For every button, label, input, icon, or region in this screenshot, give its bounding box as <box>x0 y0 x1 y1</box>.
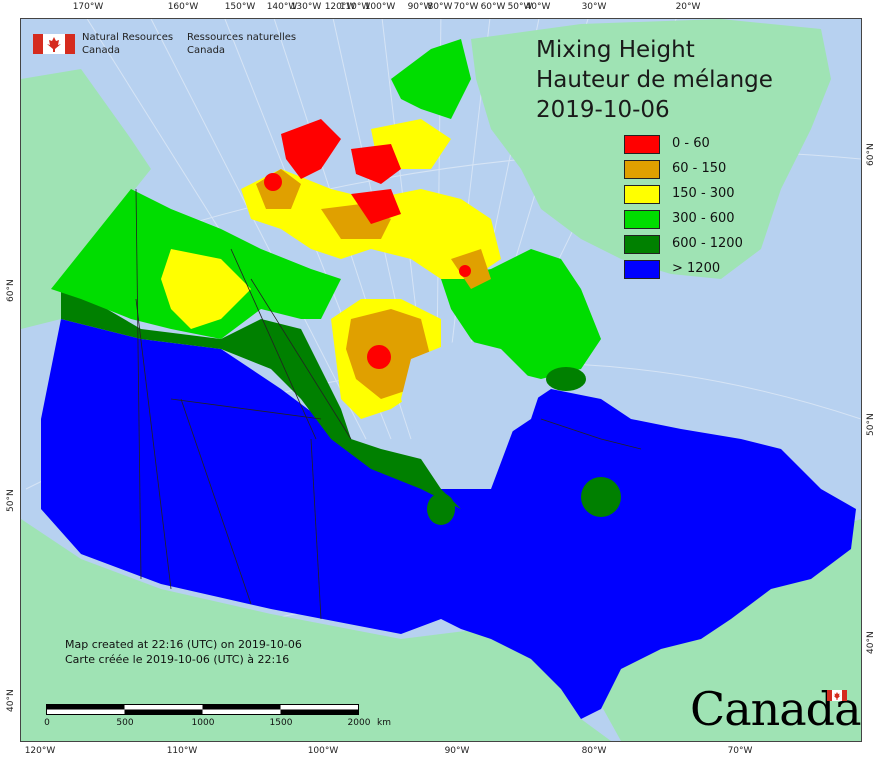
graticule-right-label: 60°N <box>866 143 876 166</box>
graticule-top-label: 140°W <box>266 2 298 12</box>
graticule-top-label: 70°W <box>453 2 479 12</box>
scale-bar <box>46 704 359 715</box>
org-name-french-line2: Canada <box>187 45 226 56</box>
graticule-left-label: 50°N <box>6 489 16 512</box>
scale-label: 500 <box>116 718 134 728</box>
canada-yellow-zone <box>161 249 251 329</box>
graticule-top-label: 120°W <box>324 2 356 12</box>
legend-swatch <box>624 160 660 179</box>
scale-unit: km <box>377 718 391 728</box>
graticule-top-label: 130°W <box>290 2 322 12</box>
legend-label: > 1200 <box>672 261 721 276</box>
graticule-left-label: 40°N <box>6 689 16 712</box>
map-title-english: Mixing Height <box>536 37 695 63</box>
canada-red-zone-baffin <box>459 265 471 277</box>
credit-english: Map created at 22:16 (UTC) on 2019-10-06 <box>65 638 302 651</box>
map-svg <box>21 19 861 741</box>
legend-swatch <box>624 235 660 254</box>
legend-swatch <box>624 260 660 279</box>
graticule-right-label: 40°N <box>866 631 876 654</box>
canada-flag-icon <box>33 34 75 54</box>
canada-green-zone-ellesmere <box>391 39 471 119</box>
graticule-bottom-label: 90°W <box>444 746 470 756</box>
canada-dark-green-zone <box>61 284 461 509</box>
legend-swatch <box>624 135 660 154</box>
org-name-english-line1: Natural Resources <box>82 32 174 43</box>
legend-label: 0 - 60 <box>672 136 710 151</box>
legend-label: 60 - 150 <box>672 161 727 176</box>
graticule-left-label: 60°N <box>6 279 16 302</box>
graticule-bottom-label: 110°W <box>166 746 198 756</box>
usa-landmass <box>21 519 611 741</box>
graticule-top-label: 60°W <box>480 2 506 12</box>
org-name-english-line2: Canada <box>82 45 121 56</box>
graticule-bottom-label: 100°W <box>307 746 339 756</box>
graticule-right-label: 50°N <box>866 413 876 436</box>
graticule-top-label: 170°W <box>72 2 104 12</box>
legend-label: 300 - 600 <box>672 211 735 226</box>
hudson-bay-water <box>401 339 541 469</box>
credit-french: Carte créée le 2019-10-06 (UTC) à 22:16 <box>65 653 290 666</box>
canada-red-zone-islands <box>281 119 341 179</box>
org-name-french-line1: Ressources naturelles <box>187 32 297 43</box>
scale-label: 0 <box>44 718 50 728</box>
canada-red-zone-islands-3 <box>351 189 401 224</box>
alaska-landmass <box>21 69 151 329</box>
scale-label: 1500 <box>269 718 293 728</box>
legend-label: 150 - 300 <box>672 186 735 201</box>
canada-orange-zone-3 <box>451 249 491 289</box>
map-title-french: Hauteur de mélange <box>536 67 773 93</box>
map-area <box>20 18 862 742</box>
graticule-top-label: 160°W <box>167 2 199 12</box>
legend-label: 600 - 1200 <box>672 236 743 251</box>
graticule-top-label: 40°W <box>525 2 551 12</box>
scale-label: 2000 <box>347 718 371 728</box>
graticule-top-label: 80°W <box>427 2 453 12</box>
scale-label: 1000 <box>191 718 215 728</box>
dark-green-blob-quebec <box>581 477 621 517</box>
provincial-boundaries <box>135 188 642 620</box>
graticule-top-label: 30°W <box>581 2 607 12</box>
canada-red-zone-arctic <box>264 173 282 191</box>
legend-swatch <box>624 185 660 204</box>
wordmark-flag-icon <box>827 690 847 701</box>
org-name-english: Natural Resources Canada <box>82 31 173 57</box>
graticule-bottom-label: 70°W <box>727 746 753 756</box>
graticule-top-label: 20°W <box>675 2 701 12</box>
graticule-bottom-label: 120°W <box>24 746 56 756</box>
canada-red-zone-hudson <box>367 345 391 369</box>
graticule-top-label: 50°W <box>507 2 533 12</box>
map-date: 2019-10-06 <box>536 97 670 123</box>
org-name-french: Ressources naturelles Canada <box>187 31 296 57</box>
canada-red-zone-islands-2 <box>351 144 401 184</box>
dark-green-blob-labrador <box>546 367 586 391</box>
graticule-bottom-label: 80°W <box>581 746 607 756</box>
graticule-top-label: 100°W <box>364 2 396 12</box>
legend-swatch <box>624 210 660 229</box>
graticule-top-label: 110°W <box>339 2 371 12</box>
dark-green-blob-ontario <box>427 493 455 525</box>
graticule-top-label: 150°W <box>224 2 256 12</box>
graticule-top-label: 90°W <box>407 2 433 12</box>
